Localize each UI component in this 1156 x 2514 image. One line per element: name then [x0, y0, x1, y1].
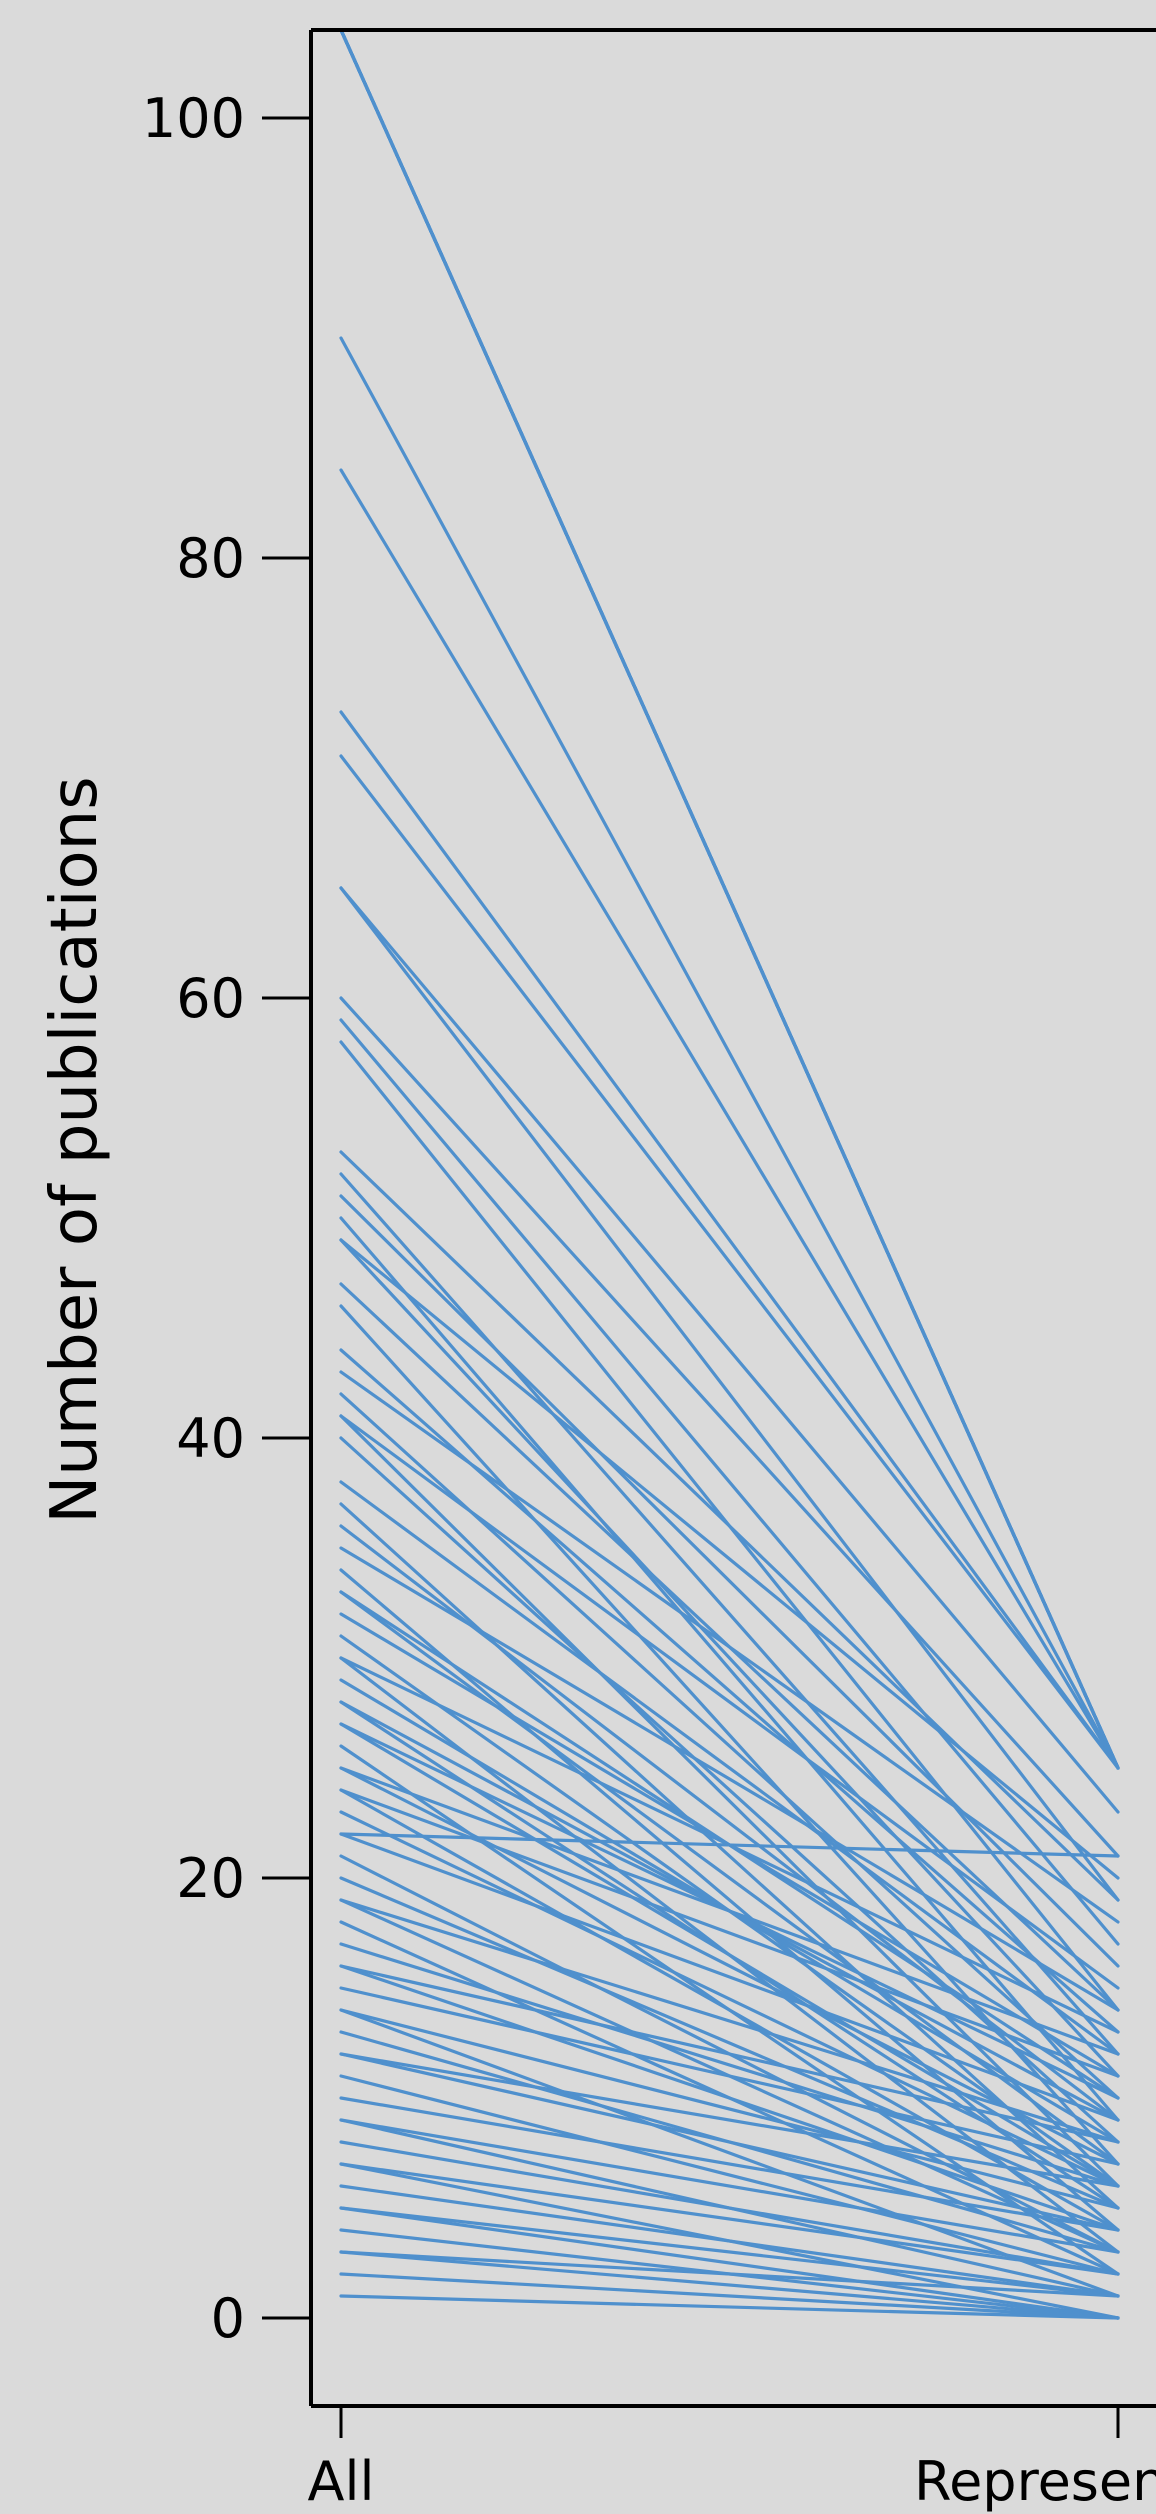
series-line-37	[339, 1436, 1120, 2144]
series-line-22	[339, 1018, 1120, 1946]
series-lines	[339, 28, 1120, 2320]
series-line-82	[339, 2272, 1120, 2320]
series-line-65	[339, 2008, 1120, 2298]
series-line-39	[339, 1502, 1120, 2210]
series-line-54	[339, 1788, 1120, 2232]
x-tick-label: All	[308, 2450, 375, 2513]
series-line-80	[339, 2250, 1120, 2298]
y-tick-label: 80	[176, 527, 245, 590]
y-tick-label: 100	[142, 87, 245, 150]
series-line-69	[339, 2074, 1120, 2276]
series-line-36	[339, 1414, 1120, 1990]
series-line-42	[339, 1568, 1120, 2232]
series-line-62	[339, 1942, 1120, 2188]
series-line-25	[339, 1172, 1120, 2056]
series-line-88	[339, 1964, 1120, 2144]
series-line-89	[339, 2052, 1120, 2232]
series-line-66	[339, 2008, 1120, 2210]
series-line-18	[339, 754, 1120, 1770]
series-line-16	[339, 468, 1120, 1770]
series-line-14	[339, 28, 1120, 1770]
series-line-73	[339, 2140, 1120, 2276]
x-axis-ticks: All Representative	[308, 2406, 1156, 2513]
series-line-41	[339, 1546, 1120, 2012]
series-line-15	[339, 336, 1120, 1770]
series-line-26	[339, 1194, 1120, 1968]
series-line-17	[339, 710, 1120, 1770]
series-line-86	[339, 1590, 1120, 2100]
series-line-35	[339, 1414, 1120, 2188]
series-line-24	[339, 1150, 1120, 1902]
y-tick-label: 60	[176, 967, 245, 1030]
series-line-83	[339, 2294, 1120, 2320]
series-line-84	[339, 1700, 1120, 2122]
series-line-77	[339, 2206, 1120, 2320]
series-line-29	[339, 1238, 1120, 2078]
series-line-20	[339, 886, 1120, 1902]
series-line-75	[339, 2162, 1120, 2276]
y-tick-label: 0	[211, 2287, 245, 2350]
series-line-87	[339, 1898, 1120, 2254]
y-tick-label: 20	[176, 1847, 245, 1910]
series-line-76	[339, 2184, 1120, 2298]
series-line-68	[339, 2052, 1120, 2188]
series-line-33	[339, 1370, 1120, 1924]
series-line-90	[339, 1722, 1120, 2188]
series-line-21	[339, 996, 1120, 1858]
series-line-72	[339, 2118, 1120, 2254]
series-line-85	[339, 1788, 1120, 2078]
series-line-19	[339, 886, 1120, 1814]
x-tick-label: Representative	[914, 2450, 1156, 2513]
series-line-60	[339, 1898, 1120, 2144]
y-axis-title: Number of publications	[38, 776, 112, 1523]
series-line-28	[339, 1238, 1120, 1880]
series-line-81	[339, 2250, 1120, 2320]
series-line-70	[339, 2096, 1120, 2232]
y-tick-label: 40	[176, 1407, 245, 1470]
series-line-63	[339, 1964, 1120, 2232]
series-line-52	[339, 1766, 1120, 2166]
series-line-43	[339, 1590, 1120, 2166]
series-line-78	[339, 2206, 1120, 2298]
series-line-38	[339, 1480, 1120, 2056]
series-line-55	[339, 1810, 1120, 2188]
plot-area	[311, 30, 1156, 2406]
y-axis-ticks: 0 20 40 60 80 100	[142, 87, 311, 2350]
series-line-59	[339, 1876, 1120, 2210]
axes	[309, 28, 1156, 2408]
series-line-57	[339, 1832, 1120, 2122]
